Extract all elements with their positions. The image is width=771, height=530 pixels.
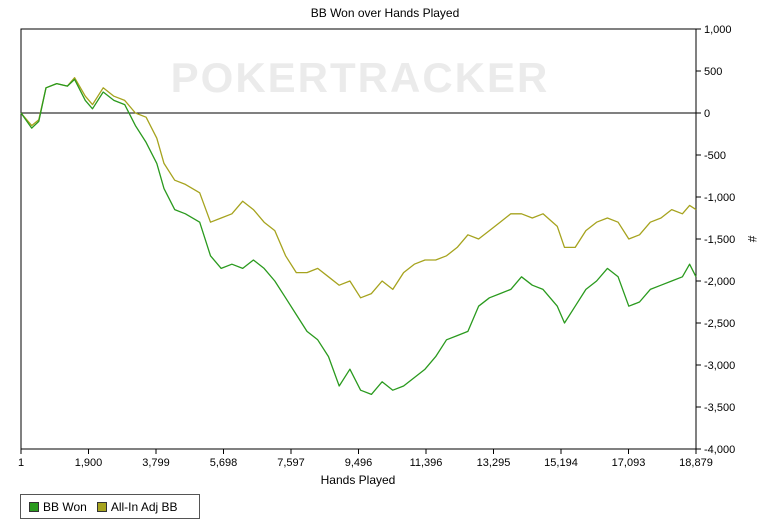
x-tick-label: 11,396 <box>410 457 443 469</box>
y-tick-label: 500 <box>704 66 722 78</box>
y-tick-label: 0 <box>704 108 710 120</box>
y-tick-label: -4,000 <box>704 444 735 456</box>
y-tick-label: -2,500 <box>704 318 735 330</box>
y-tick-label: -500 <box>704 150 726 162</box>
x-tick-label: 1,900 <box>75 457 103 469</box>
legend-swatch-all-in-adj-bb <box>96 501 107 512</box>
y-tick-label: -2,000 <box>704 276 735 288</box>
legend-item-bb-won: BB Won <box>29 500 87 514</box>
legend: BB Won All-In Adj BB <box>20 494 200 519</box>
legend-item-all-in-adj-bb: All-In Adj BB <box>96 499 178 514</box>
x-tick-label: 17,093 <box>612 457 646 469</box>
series-line-bb-won <box>20 78 697 396</box>
y-tick-label: -1,500 <box>704 234 735 246</box>
series-layer <box>20 77 697 396</box>
x-tick-label: 9,496 <box>345 457 373 469</box>
x-tick-label: 3,799 <box>142 457 170 469</box>
legend-label-bb-won: BB Won <box>43 499 87 514</box>
y-axis-label: # <box>745 236 759 243</box>
y-tick-label: -3,000 <box>704 360 735 372</box>
y-tick-label: -3,500 <box>704 402 735 414</box>
x-tick-label: 5,698 <box>210 457 238 469</box>
x-tick-label: 1 <box>18 457 24 469</box>
y-tick-label: 1,000 <box>704 24 732 36</box>
legend-label-all-in-adj-bb: All-In Adj BB <box>110 499 178 514</box>
chart-title: BB Won over Hands Played <box>311 6 460 20</box>
series-line-all-in-adj-bb <box>20 77 697 299</box>
x-tick-label: 13,295 <box>477 457 511 469</box>
x-tick-label: 18,879 <box>679 457 713 469</box>
x-tick-label: 7,597 <box>277 457 305 469</box>
legend-swatch-bb-won <box>29 501 39 512</box>
x-axis: 1 1,900 3,799 5,698 7,597 9,496 11,396 13,295 15… <box>18 449 713 469</box>
x-tick-label: 15,194 <box>544 457 578 469</box>
watermark: POKERTRACKER <box>171 54 550 101</box>
y-tick-label: -1,000 <box>704 192 735 204</box>
x-axis-label: Hands Played <box>321 473 396 487</box>
y-axis: 1,000 500 0 -500 -1,000 -1,500 -2,000 -2,500 -3,… <box>696 24 735 456</box>
